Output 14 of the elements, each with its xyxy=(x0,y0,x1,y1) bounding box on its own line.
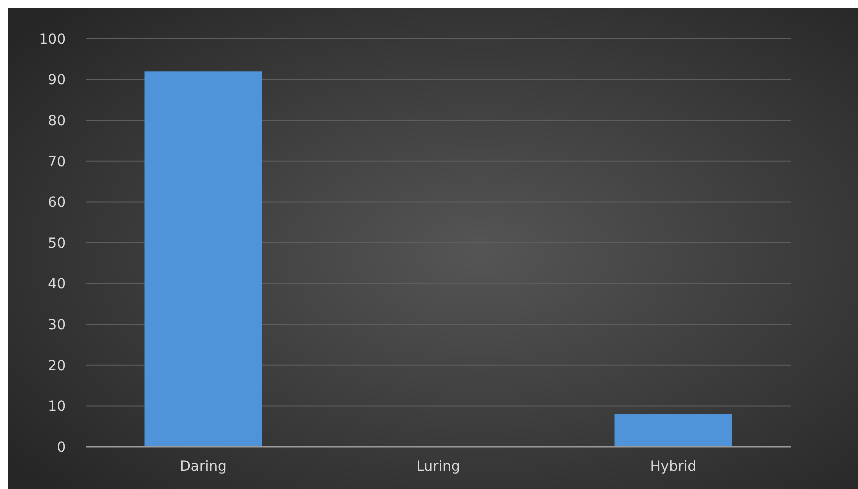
y-tick-label: 20 xyxy=(48,358,66,374)
x-tick-label: Hybrid xyxy=(650,459,697,475)
y-tick-label: 60 xyxy=(48,195,66,212)
y-tick-label: 0 xyxy=(57,440,66,456)
y-tick-label: 70 xyxy=(48,154,66,170)
y-tick-label: 100 xyxy=(39,32,66,48)
x-tick-label: Daring xyxy=(180,459,227,475)
x-tick-label: Luring xyxy=(416,459,460,475)
y-tick-label: 80 xyxy=(48,114,66,130)
y-tick-label: 40 xyxy=(48,276,66,293)
y-tick-label: 10 xyxy=(48,399,66,416)
y-tick-label: 50 xyxy=(48,236,66,252)
y-tick-label: 90 xyxy=(48,72,66,89)
y-tick-label: 30 xyxy=(48,318,66,334)
